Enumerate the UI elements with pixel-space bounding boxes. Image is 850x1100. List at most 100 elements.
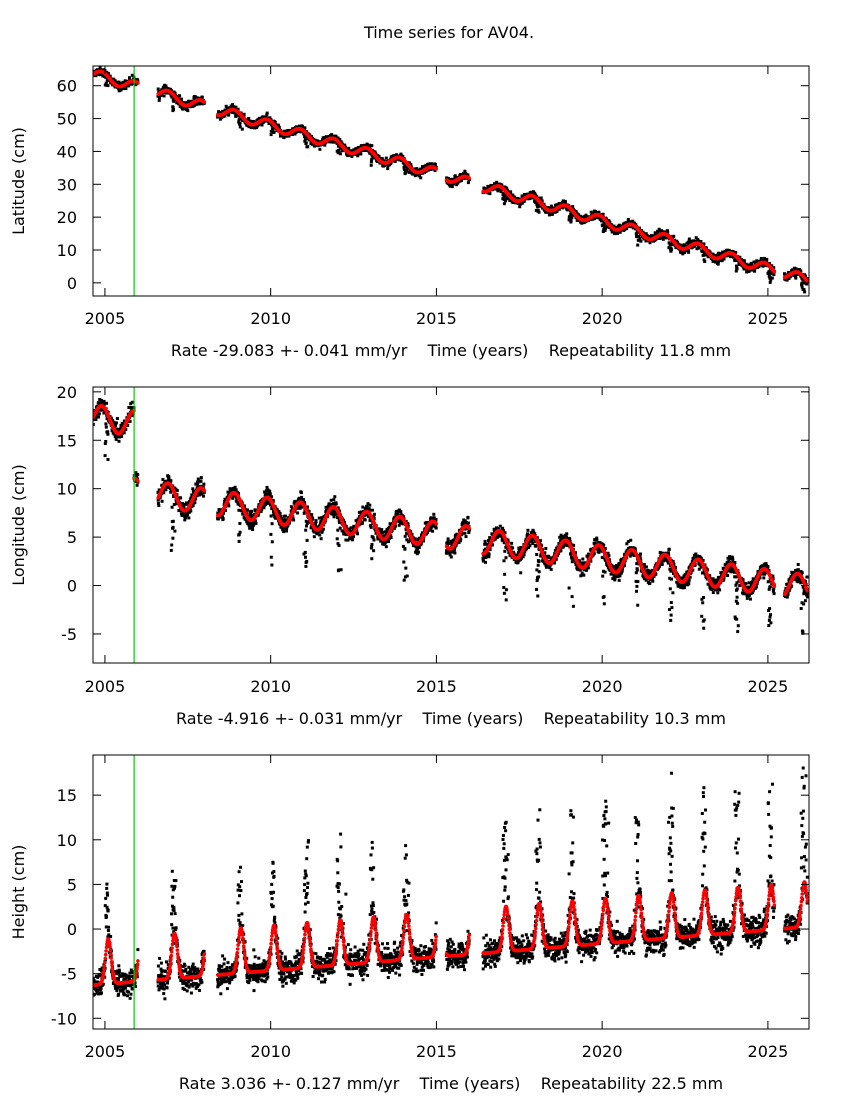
obs-point: [386, 167, 390, 171]
obs-point: [509, 190, 513, 194]
fit-point: [772, 270, 777, 274]
y-tick-label: 50: [57, 110, 77, 129]
obs-point: [783, 272, 786, 276]
obs-point: [402, 168, 406, 172]
obs-point: [343, 143, 347, 147]
obs-point: [613, 232, 617, 236]
obs-point: [453, 174, 457, 178]
obs-point: [101, 74, 105, 78]
obs-point: [399, 152, 403, 156]
obs-point: [293, 132, 297, 136]
obs-point: [170, 95, 174, 99]
obs-point: [603, 228, 607, 232]
obs-point: [742, 259, 746, 263]
obs-point: [433, 162, 437, 166]
obs-point: [336, 144, 340, 148]
obs-point: [769, 278, 773, 282]
obs-point: [117, 89, 121, 93]
obs-point: [632, 226, 635, 230]
obs-point: [690, 246, 694, 249]
obs-point: [546, 206, 550, 209]
obs-point: [369, 160, 373, 164]
obs-point: [384, 156, 388, 160]
obs-point: [743, 261, 746, 265]
obs-point: [753, 269, 757, 273]
obs-point: [370, 158, 374, 162]
obs-point: [97, 402, 101, 406]
fit-point: [434, 167, 439, 171]
obs-point: [318, 147, 322, 151]
obs-point: [103, 402, 106, 406]
obs-point: [584, 213, 588, 217]
obs-point: [625, 227, 629, 231]
panel-latitude: 2005 2010 2015 2020 20250102030405060Latitud…: [9, 65, 810, 360]
obs-point: [309, 142, 313, 146]
obs-point: [518, 205, 522, 209]
obs-point: [505, 196, 509, 200]
obs-point: [373, 150, 377, 154]
y-axis-label: Latitude (cm): [9, 127, 28, 235]
obs-point: [115, 81, 119, 85]
x-tick-label: 2025: [748, 309, 789, 328]
obs-point: [577, 213, 581, 217]
obs-point: [536, 205, 540, 209]
obs-point: [291, 131, 295, 135]
obs-point: [223, 114, 227, 118]
obs-point: [93, 408, 96, 412]
obs-point: [571, 205, 575, 209]
obs-point: [716, 260, 720, 264]
obs-point: [419, 176, 423, 180]
x-axis-label: Rate -29.083 +- 0.041 mm/yr Time (years)…: [171, 341, 731, 360]
obs-point: [295, 125, 299, 129]
obs-point: [323, 143, 327, 147]
obs-point: [193, 95, 197, 99]
fit-point: [136, 81, 140, 85]
obs-point: [704, 252, 707, 256]
obs-point: [327, 140, 331, 144]
obs-point: [130, 73, 134, 77]
obs-point: [350, 154, 354, 158]
observations-longitude: [93, 398, 809, 635]
obs-point: [539, 196, 543, 200]
obs-point: [494, 187, 498, 191]
obs-point: [661, 237, 665, 241]
obs-point: [759, 257, 763, 260]
obs-point: [755, 265, 759, 269]
obs-point: [194, 102, 198, 106]
obs-point: [538, 204, 542, 208]
obs-point: [102, 399, 106, 403]
obs-point: [792, 266, 796, 270]
obs-point: [767, 270, 771, 274]
y-tick-label: 40: [57, 142, 77, 161]
model-fit-latitude: [93, 69, 809, 283]
obs-point: [511, 193, 515, 197]
obs-point: [672, 234, 676, 238]
obs-point: [460, 179, 463, 182]
obs-point: [615, 232, 619, 235]
panels: 2005 2010 2015 2020 20250102030405060Latitud…: [9, 65, 810, 1093]
obs-point: [407, 170, 411, 174]
obs-point: [569, 219, 573, 222]
obs-point: [267, 122, 271, 125]
obs-point: [618, 230, 622, 234]
obs-point: [761, 258, 765, 262]
obs-point: [265, 111, 269, 115]
obs-point: [549, 204, 553, 208]
obs-point: [200, 95, 204, 99]
obs-point: [304, 136, 308, 140]
obs-point: [97, 412, 101, 416]
obs-point: [334, 134, 338, 138]
obs-point: [98, 66, 102, 69]
obs-point: [503, 195, 507, 199]
obs-point: [377, 155, 381, 159]
obs-point: [763, 256, 767, 260]
obs-point: [247, 117, 251, 120]
obs-point: [488, 192, 492, 196]
obs-point: [196, 96, 200, 100]
obs-point: [770, 276, 774, 280]
obs-point: [95, 414, 99, 418]
obs-point: [173, 91, 177, 95]
obs-point: [340, 149, 344, 153]
obs-point: [409, 162, 413, 166]
obs-point: [702, 242, 706, 246]
